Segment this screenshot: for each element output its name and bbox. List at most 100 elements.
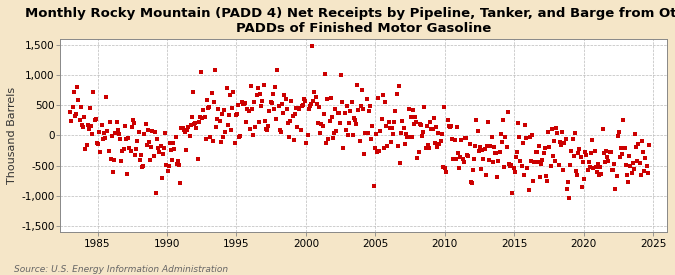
Point (505, 164, 516, 168)
Point (455, 155, 466, 159)
Point (630, 132, 641, 136)
Point (287, 113, 298, 118)
Point (264, 109, 275, 113)
Point (452, 150, 463, 155)
Point (426, 127, 437, 131)
Point (278, 111, 289, 115)
Point (506, 163, 516, 167)
Point (286, 99, 297, 103)
Point (111, 119, 122, 124)
Point (347, 133, 358, 137)
Point (570, 130, 580, 135)
Point (148, 154, 159, 158)
Point (280, 97, 291, 101)
Point (554, 163, 564, 167)
Point (89, 118, 100, 123)
Point (199, 115, 210, 119)
Point (468, 167, 479, 172)
Point (432, 145, 443, 149)
Point (504, 161, 514, 166)
Point (228, 89, 239, 94)
Point (306, 44, 317, 48)
Point (630, 145, 641, 149)
Point (449, 138, 460, 143)
Point (238, 102, 248, 106)
Point (257, 99, 268, 103)
Point (173, 159, 184, 163)
Point (376, 117, 387, 121)
Point (170, 134, 181, 139)
Point (124, 145, 135, 150)
Point (159, 145, 169, 150)
Point (572, 172, 583, 177)
Point (131, 147, 142, 151)
Point (390, 109, 401, 113)
Point (242, 107, 252, 111)
Point (178, 128, 189, 132)
Point (243, 108, 254, 113)
Point (277, 101, 288, 106)
Point (360, 130, 371, 135)
Point (355, 104, 366, 108)
Point (177, 126, 188, 130)
Point (350, 118, 360, 122)
Point (578, 177, 589, 181)
Point (119, 123, 130, 128)
Point (235, 134, 246, 138)
Point (87, 132, 98, 136)
Point (333, 111, 344, 115)
Point (590, 165, 601, 169)
Point (580, 150, 591, 155)
Point (611, 174, 622, 178)
Point (643, 171, 653, 176)
Point (416, 122, 427, 127)
Point (217, 112, 227, 116)
Point (394, 84, 404, 89)
Point (537, 158, 548, 162)
Point (549, 159, 560, 164)
Point (238, 102, 249, 106)
Point (103, 149, 114, 154)
Point (546, 127, 557, 131)
Point (321, 141, 331, 145)
Point (116, 158, 127, 163)
Point (136, 165, 147, 169)
Point (502, 110, 513, 115)
Point (165, 147, 176, 152)
Point (155, 144, 166, 148)
Point (484, 158, 495, 162)
Point (462, 152, 472, 157)
Point (536, 161, 547, 166)
Point (507, 191, 518, 195)
Point (176, 126, 187, 131)
Point (522, 166, 533, 170)
Point (200, 137, 211, 142)
Point (539, 145, 550, 150)
Point (323, 137, 333, 141)
Point (434, 142, 445, 146)
Point (551, 126, 562, 131)
Point (105, 157, 116, 161)
Point (575, 155, 586, 160)
Point (206, 90, 217, 95)
Point (183, 125, 194, 130)
Point (411, 120, 422, 124)
Point (233, 102, 244, 107)
Point (241, 120, 252, 125)
Point (588, 166, 599, 170)
Point (620, 163, 631, 167)
Point (102, 129, 113, 133)
Point (279, 93, 290, 98)
Point (71, 112, 82, 117)
Point (622, 180, 633, 185)
Point (633, 141, 644, 146)
Point (373, 96, 383, 100)
Point (425, 120, 435, 125)
Point (589, 148, 600, 153)
Point (214, 119, 225, 123)
Point (436, 132, 447, 136)
Point (125, 148, 136, 153)
Point (605, 150, 616, 154)
Point (487, 160, 498, 164)
Point (478, 157, 489, 161)
